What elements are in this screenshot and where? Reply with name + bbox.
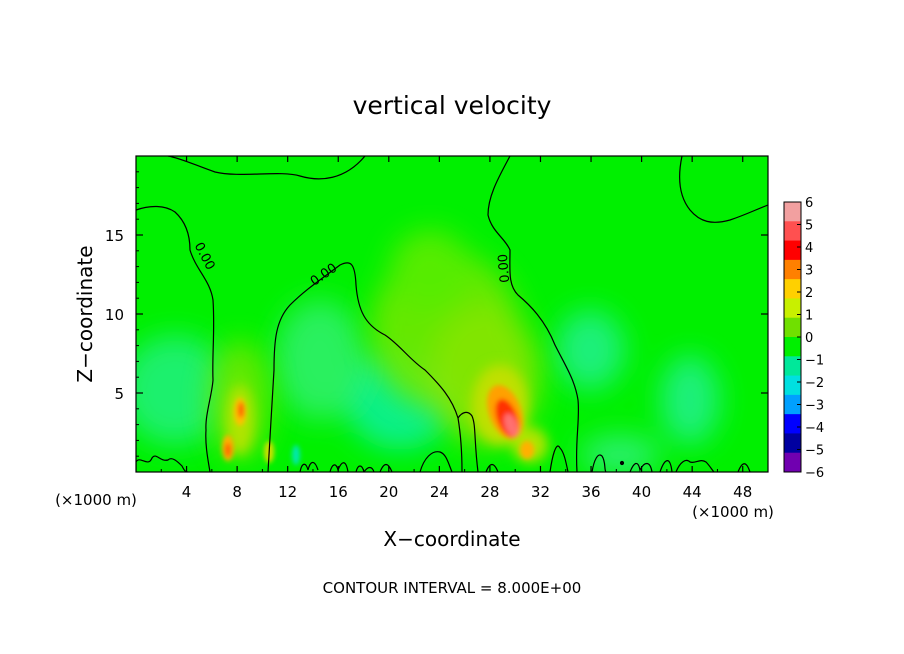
x-tick-label: 20	[379, 483, 398, 501]
contour-label-right: 0.00	[496, 253, 513, 283]
x-tick-label: 8	[232, 483, 242, 501]
colorbar-label: 4	[805, 241, 813, 256]
colorbar-swatch	[784, 394, 801, 415]
colorbar-swatch	[784, 317, 801, 338]
colorbar-label: 0	[805, 331, 813, 346]
colorbar-label: −4	[805, 421, 824, 436]
x-unit-label-right: (×1000 m)	[692, 503, 774, 521]
colorbar-swatch	[784, 279, 801, 299]
colorbar-swatch	[784, 259, 801, 280]
x-tick-label: 28	[480, 483, 499, 501]
x-tick-label: 12	[278, 483, 297, 501]
colorbar-swatch	[784, 414, 801, 434]
x-tick-label: 32	[531, 483, 550, 501]
x-tick-label: 4	[182, 483, 192, 501]
colorbar-label: −1	[805, 354, 824, 369]
x-axis-label: X−coordinate	[383, 527, 520, 551]
y-tick-label: 5	[114, 385, 124, 403]
velocity-field	[136, 156, 768, 472]
colorbar-swatch	[784, 375, 801, 396]
colorbar-label: 3	[805, 264, 813, 279]
colorbar-label: 5	[805, 219, 813, 234]
x-axis: 4 8 12 16 20 24 28 32 36 40 44 48	[160, 156, 752, 501]
x-unit-label-left: (×1000 m)	[55, 491, 137, 509]
colorbar-swatch	[784, 337, 801, 357]
contour-interval-note: CONTOUR INTERVAL = 8.000E+00	[323, 579, 582, 597]
x-tick-label: 40	[632, 483, 651, 501]
y-tick-label: 15	[105, 227, 124, 245]
colorbar-swatch	[784, 221, 801, 242]
colorbar-label: −3	[805, 399, 824, 414]
x-tick-label: 48	[733, 483, 752, 501]
colorbar-swatch	[784, 356, 801, 377]
zero-contours	[136, 156, 768, 472]
x-tick-label: 44	[683, 483, 702, 501]
colorbar-label: −2	[805, 376, 824, 391]
colorbar-label: 1	[805, 309, 813, 324]
chart-title: vertical velocity	[353, 91, 552, 120]
colorbar-swatch	[784, 433, 801, 454]
colorbar-label: −6	[805, 466, 824, 481]
colorbar-label: 6	[805, 196, 813, 211]
x-tick-label: 24	[430, 483, 449, 501]
colorbar-swatch	[784, 452, 801, 473]
x-tick-label: 16	[329, 483, 348, 501]
colorbar-label: 2	[805, 286, 813, 301]
colorbar-swatch	[784, 298, 801, 319]
colorbar: 6 5 4 3 2 1 0 −1 −2 −3 −4 −5 −6	[783, 196, 824, 481]
x-tick-label: 36	[581, 483, 600, 501]
y-tick-label: 10	[105, 306, 124, 324]
colorbar-swatch	[784, 240, 801, 261]
y-axis: 5 10 15	[105, 171, 768, 457]
y-axis-label: Z−coordinate	[73, 245, 97, 382]
colorbar-label: −5	[805, 444, 824, 459]
colorbar-swatch	[784, 202, 801, 222]
